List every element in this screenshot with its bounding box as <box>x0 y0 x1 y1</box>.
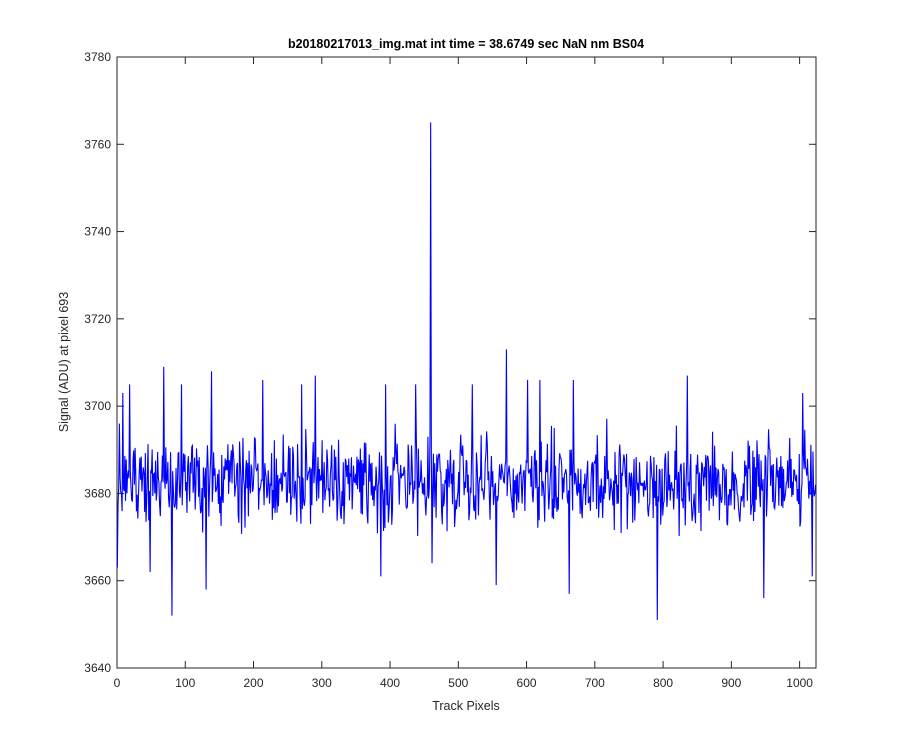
x-tick-label: 500 <box>448 676 468 690</box>
x-tick-label: 300 <box>312 676 332 690</box>
x-tick-label: 0 <box>114 676 121 690</box>
x-tick-label: 900 <box>721 676 741 690</box>
x-tick-label: 600 <box>517 676 537 690</box>
chart-title: b20180217013_img.mat int time = 38.6749 … <box>288 37 644 51</box>
x-tick-label: 400 <box>380 676 400 690</box>
x-tick-label: 700 <box>585 676 605 690</box>
plot-area <box>116 122 817 620</box>
y-tick-label: 3720 <box>84 312 111 326</box>
y-tick-label: 3680 <box>84 486 111 500</box>
y-tick-label: 3780 <box>84 50 111 64</box>
x-axis-label: Track Pixels <box>432 699 500 713</box>
y-axis-label: Signal (ADU) at pixel 693 <box>57 292 71 432</box>
y-tick-label: 3640 <box>84 661 111 675</box>
axis-ticks: 0 100 200 300 400 500 600 700 800 900 1000 3640 3660… <box>84 50 816 690</box>
x-tick-label: 200 <box>244 676 264 690</box>
y-tick-label: 3740 <box>84 225 111 239</box>
series-line <box>116 122 817 620</box>
y-tick-label: 3700 <box>84 399 111 413</box>
y-tick-label: 3660 <box>84 574 111 588</box>
y-tick-label: 3760 <box>84 137 111 151</box>
axes-box <box>116 56 817 669</box>
x-tick-label: 1000 <box>786 676 813 690</box>
x-tick-label: 100 <box>175 676 195 690</box>
x-tick-label: 800 <box>653 676 673 690</box>
